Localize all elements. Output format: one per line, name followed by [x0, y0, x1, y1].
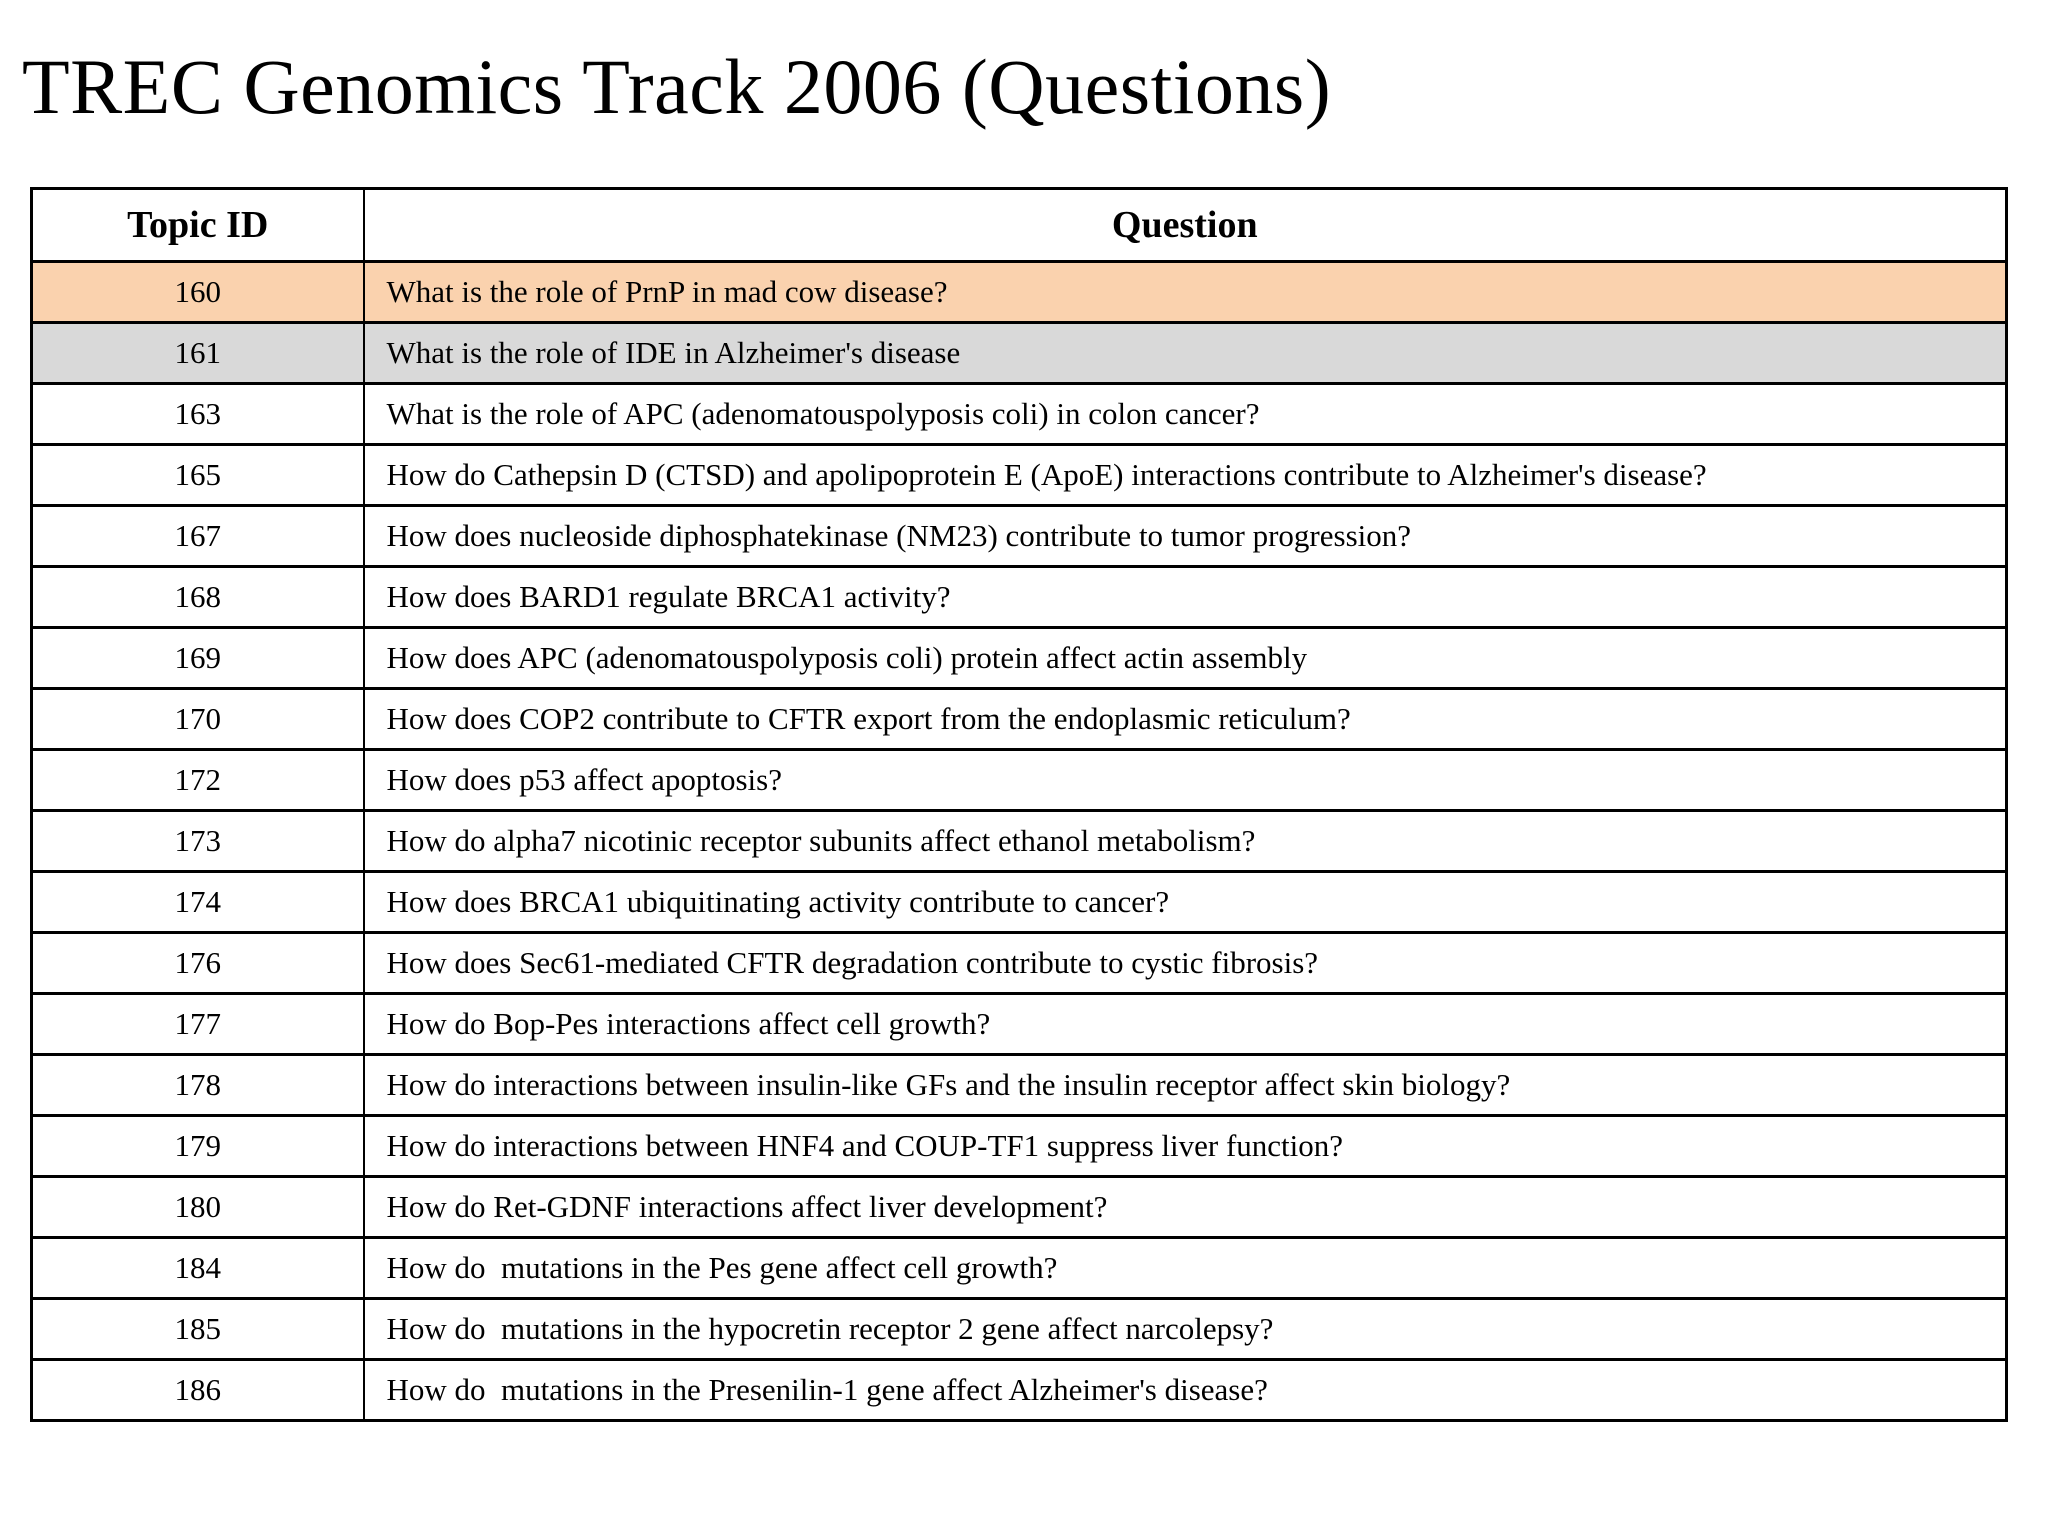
- question-cell: How do mutations in the Presenilin-1 gen…: [362, 1358, 2008, 1422]
- question-cell: How do mutations in the Pes gene affect …: [362, 1236, 2008, 1300]
- question-cell: How do Cathepsin D (CTSD) and apolipopro…: [362, 443, 2008, 507]
- topic-id-cell: 161: [30, 321, 365, 385]
- question-cell: What is the role of PrnP in mad cow dise…: [362, 260, 2008, 324]
- question-cell: How do Bop-Pes interactions affect cell …: [362, 992, 2008, 1056]
- table-row: 179 How do interactions between HNF4 and …: [30, 1114, 2008, 1178]
- table-row: 165 How do Cathepsin D (CTSD) and apolipo…: [30, 443, 2008, 507]
- topic-id-cell: 178: [30, 1053, 365, 1117]
- topic-id-cell: 160: [30, 260, 365, 324]
- page-title: TREC Genomics Track 2006 (Questions): [22, 43, 1332, 130]
- table-row: 177 How do Bop-Pes interactions affect ce…: [30, 992, 2008, 1056]
- table-row: 168 How does BARD1 regulate BRCA1 activit…: [30, 565, 2008, 629]
- topic-id-cell: 180: [30, 1175, 365, 1239]
- topic-id-cell: 177: [30, 992, 365, 1056]
- question-cell: How do interactions between HNF4 and COU…: [362, 1114, 2008, 1178]
- column-header-question: Question: [362, 187, 2008, 263]
- topic-id-cell: 163: [30, 382, 365, 446]
- question-cell: How do Ret-GDNF interactions affect live…: [362, 1175, 2008, 1239]
- topic-id-cell: 170: [30, 687, 365, 751]
- table-header: Topic ID Question: [30, 187, 2008, 263]
- table-row: 180 How do Ret-GDNF interactions affect l…: [30, 1175, 2008, 1239]
- table-row: 167 How does nucleoside diphosphatekinase…: [30, 504, 2008, 568]
- topic-id-cell: 173: [30, 809, 365, 873]
- topic-id-cell: 184: [30, 1236, 365, 1300]
- topic-id-cell: 179: [30, 1114, 365, 1178]
- question-cell: How does APC (adenomatouspolyposis coli)…: [362, 626, 2008, 690]
- table-row: 163 What is the role of APC (adenomatousp…: [30, 382, 2008, 446]
- question-cell: How do alpha7 nicotinic receptor subunit…: [362, 809, 2008, 873]
- table-row: 170 How does COP2 contribute to CFTR expo…: [30, 687, 2008, 751]
- table-row: 184 How do mutations in the Pes gene affe…: [30, 1236, 2008, 1300]
- topic-id-cell: 176: [30, 931, 365, 995]
- topic-id-cell: 168: [30, 565, 365, 629]
- table-row: 178 How do interactions between insulin-l…: [30, 1053, 2008, 1117]
- questions-table-body: 160 What is the role of PrnP in mad cow d…: [30, 260, 2008, 1422]
- topic-id-cell: 186: [30, 1358, 365, 1422]
- table-row: 173 How do alpha7 nicotinic receptor subu…: [30, 809, 2008, 873]
- table-row: 174 How does BRCA1 ubiquitinating activit…: [30, 870, 2008, 934]
- question-cell: How does BRCA1 ubiquitinating activity c…: [362, 870, 2008, 934]
- table-row: 186 How do mutations in the Presenilin-1 …: [30, 1358, 2008, 1422]
- question-cell: How does nucleoside diphosphatekinase (N…: [362, 504, 2008, 568]
- question-cell: How does p53 affect apoptosis?: [362, 748, 2008, 812]
- question-cell: How do mutations in the hypocretin recep…: [362, 1297, 2008, 1361]
- question-cell: What is the role of APC (adenomatouspoly…: [362, 382, 2008, 446]
- question-cell: How does COP2 contribute to CFTR export …: [362, 687, 2008, 751]
- table-row: 176 How does Sec61-mediated CFTR degradat…: [30, 931, 2008, 995]
- question-cell: How does Sec61-mediated CFTR degradation…: [362, 931, 2008, 995]
- questions-table: Topic ID Question 160 What is the role of…: [30, 187, 2008, 1422]
- topic-id-cell: 185: [30, 1297, 365, 1361]
- table-row: 161 What is the role of IDE in Alzheimer'…: [30, 321, 2008, 385]
- topic-id-cell: 169: [30, 626, 365, 690]
- table-row: 172 How does p53 affect apoptosis?: [30, 748, 2008, 812]
- topic-id-cell: 174: [30, 870, 365, 934]
- topic-id-cell: 165: [30, 443, 365, 507]
- topic-id-cell: 167: [30, 504, 365, 568]
- table-row: 169 How does APC (adenomatouspolyposis co…: [30, 626, 2008, 690]
- question-cell: How do interactions between insulin-like…: [362, 1053, 2008, 1117]
- column-header-topic-id: Topic ID: [30, 187, 365, 263]
- table-row: 160 What is the role of PrnP in mad cow d…: [30, 260, 2008, 324]
- table-row: 185 How do mutations in the hypocretin re…: [30, 1297, 2008, 1361]
- header-row: Topic ID Question: [30, 187, 2008, 263]
- question-cell: What is the role of IDE in Alzheimer's d…: [362, 321, 2008, 385]
- topic-id-cell: 172: [30, 748, 365, 812]
- question-cell: How does BARD1 regulate BRCA1 activity?: [362, 565, 2008, 629]
